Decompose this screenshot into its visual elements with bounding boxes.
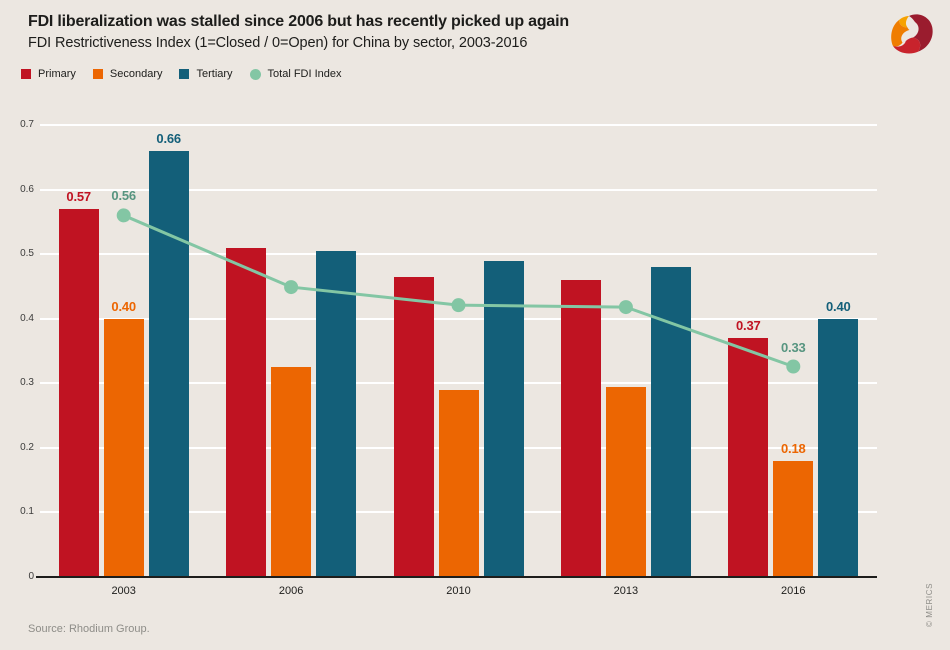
y-tick-label: 0.3	[20, 377, 34, 389]
legend-item-tertiary: Tertiary	[179, 68, 233, 80]
total-point-2013	[618, 300, 633, 315]
gridline-0.3	[40, 382, 877, 385]
legend-label: Total FDI Index	[267, 68, 342, 80]
legend-item-primary: Primary	[21, 68, 76, 80]
bar-secondary-2016	[773, 460, 814, 577]
y-tick-label: 0.7	[20, 119, 34, 130]
x-axis-line	[36, 576, 877, 578]
bar-tertiary-2010	[483, 260, 524, 577]
chart-title: FDI liberalization was stalled since 200…	[28, 13, 569, 30]
gridline-0.5	[40, 253, 877, 256]
bar-tertiary-2003	[148, 150, 189, 577]
x-tick-label-2003: 2003	[111, 585, 136, 597]
value-label-total-2003: 0.56	[111, 188, 136, 204]
total-line-path	[123, 214, 794, 368]
value-label-secondary-2016: 0.18	[781, 440, 806, 456]
total-point-2006	[284, 280, 299, 295]
x-tick-label-2010: 2010	[446, 585, 471, 597]
y-tick-label: 0.1	[20, 506, 34, 518]
legend-label: Tertiary	[196, 68, 233, 80]
x-tick-label-2016: 2016	[781, 585, 806, 597]
total-point-2003	[116, 208, 131, 223]
legend-swatch-square	[179, 69, 190, 79]
legend-item-secondary: Secondary	[92, 68, 163, 80]
copyright-note: © MERICS	[925, 582, 934, 628]
bar-primary-2016	[728, 338, 769, 577]
x-tick-label-2013: 2013	[613, 585, 639, 597]
total-point-2016	[786, 359, 801, 374]
legend-swatch-square	[92, 69, 103, 79]
y-tick-label: 0	[28, 571, 34, 582]
bar-primary-2006	[226, 247, 267, 577]
bar-secondary-2013	[605, 386, 646, 577]
y-tick-label: 0.4	[20, 312, 34, 324]
gridline-0.6	[40, 188, 877, 191]
value-label-tertiary-2016: 0.40	[826, 298, 851, 314]
bar-primary-2003	[58, 208, 99, 577]
value-label-primary-2016: 0.37	[736, 318, 761, 334]
merics-logo	[891, 14, 933, 54]
bar-tertiary-2016	[818, 318, 859, 577]
bar-secondary-2003	[103, 318, 144, 577]
y-tick-label: 0.2	[20, 441, 34, 453]
plot-area: 0 0.1 0.2 0.3 0.4 0.5 0.6 0.7 0.57 0.37 0.40 0.18 0.…	[20, 119, 877, 597]
source-note: Source: Rhodium Group.	[28, 623, 150, 635]
chart-subtitle: FDI Restrictiveness Index (1=Closed / 0=…	[28, 35, 528, 51]
y-tick-label: 0.5	[20, 248, 34, 260]
legend-swatch-square	[21, 69, 31, 79]
bar-secondary-2006	[271, 367, 312, 577]
gridline-0.7	[40, 124, 877, 126]
bar-tertiary-2006	[316, 250, 357, 577]
legend-label: Secondary	[109, 68, 163, 80]
x-tick-label-2006: 2006	[278, 585, 304, 597]
total-fdi-line	[116, 208, 801, 374]
legend-item-total-fdi-index: Total FDI Index	[249, 68, 342, 80]
legend-label: Primary	[38, 68, 76, 80]
value-label-secondary-2003: 0.40	[111, 298, 136, 314]
bar-secondary-2010	[438, 389, 479, 577]
gridline-0.4	[40, 317, 877, 320]
bar-primary-2013	[560, 279, 601, 577]
total-point-2010	[451, 298, 466, 313]
legend-swatch-circle	[249, 68, 261, 80]
y-tick-label: 0.6	[20, 183, 34, 195]
bar-primary-2010	[393, 276, 434, 577]
value-label-tertiary-2003: 0.66	[156, 130, 181, 146]
legend: Primary Secondary Tertiary Total FDI Index	[21, 68, 342, 80]
value-label-primary-2003: 0.57	[66, 188, 91, 204]
value-label-total-2016: 0.33	[781, 339, 806, 355]
